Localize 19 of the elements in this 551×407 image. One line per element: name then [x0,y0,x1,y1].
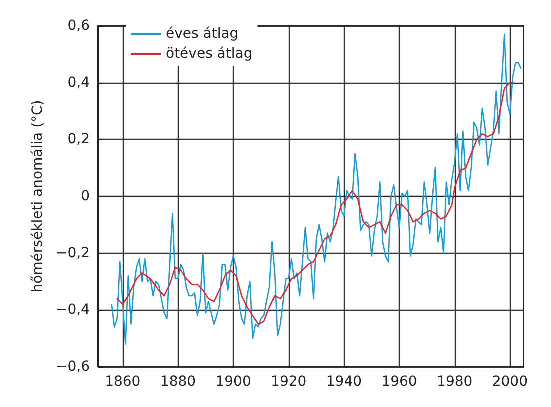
x-tick-label: 1940 [326,374,362,390]
x-tick-label: 1980 [437,374,473,390]
line-series [116,82,514,326]
x-tick-label: 1900 [216,374,252,390]
x-tick-label: 1920 [271,374,307,390]
y-tick-label: −0,4 [56,302,90,318]
x-tick-label: 1860 [105,374,141,390]
x-tick-label: 2000 [492,374,528,390]
x-tick-label: 1960 [382,374,418,390]
y-axis-title: hőmérsékleti anomália (°C) [30,100,46,293]
y-tick-label: 0,2 [68,132,90,148]
y-tick-label: 0,4 [68,74,90,91]
x-tick-label: 1880 [160,374,196,390]
legend-label: éves átlag [166,26,239,42]
y-tick-label: 0 [81,188,90,204]
legend-label: ötéves átlag [166,46,253,62]
y-tick-label: −0,6 [56,359,90,375]
y-tick-label: −0,2 [56,245,90,262]
y-tick-label: 0,6 [68,18,90,34]
